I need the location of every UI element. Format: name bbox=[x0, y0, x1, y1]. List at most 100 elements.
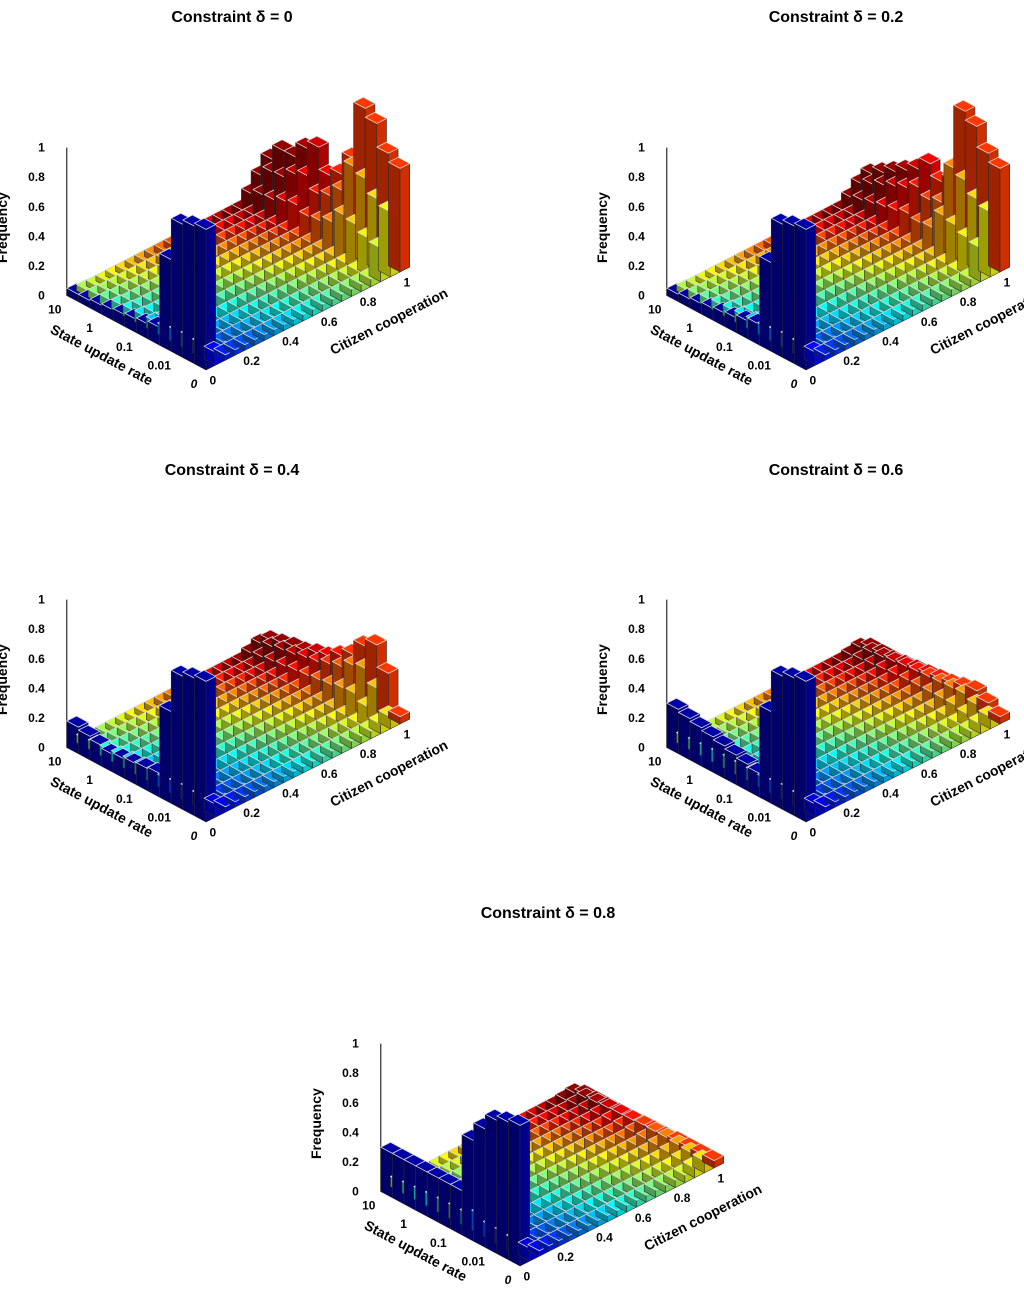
x-tick-label: 0.4 bbox=[882, 334, 899, 348]
chart-title: Constraint δ = 0.6 bbox=[769, 462, 904, 479]
x-tick-label: 0.2 bbox=[243, 354, 260, 368]
bar bbox=[988, 705, 1011, 725]
z-tick-label: 0.4 bbox=[28, 229, 45, 243]
y-tick-label: 0.01 bbox=[748, 358, 772, 372]
y-tick-label: 1 bbox=[86, 773, 93, 787]
z-tick-label: 0.2 bbox=[628, 259, 645, 273]
chart-panel-3: Constraint δ = 0.6 0 0.2 0.4 0.6 0.8 1 Frequenc… bbox=[594, 462, 1024, 843]
x-tick-label: 1 bbox=[1004, 728, 1011, 742]
z-tick-label: 0.8 bbox=[28, 170, 45, 184]
y-tick-label: 0 bbox=[191, 829, 198, 843]
z-tick-label: 0.6 bbox=[628, 200, 645, 214]
x-tick-label: 1 bbox=[404, 728, 411, 742]
z-tick-label: 1 bbox=[638, 141, 645, 155]
bar bbox=[388, 705, 411, 725]
z-tick-label: 0.6 bbox=[28, 652, 45, 666]
bar bbox=[702, 1149, 725, 1169]
x-tick-label: 0.6 bbox=[921, 767, 938, 781]
y-tick-label: 1 bbox=[400, 1217, 407, 1231]
x-tick-label: 0 bbox=[210, 374, 217, 388]
x-tick-label: 0 bbox=[810, 826, 817, 840]
z-tick-label: 0 bbox=[38, 741, 45, 755]
z-tick-label: 0.6 bbox=[628, 652, 645, 666]
bar bbox=[794, 669, 817, 823]
z-axis-label: Frequency bbox=[308, 1088, 324, 1159]
x-tick-label: 1 bbox=[404, 276, 411, 290]
x-tick-label: 0.8 bbox=[360, 747, 377, 761]
x-tick-label: 0 bbox=[810, 374, 817, 388]
z-tick-label: 0.2 bbox=[28, 259, 45, 273]
y-tick-label: 0 bbox=[791, 829, 798, 843]
x-tick-label: 0 bbox=[524, 1270, 531, 1284]
z-axis-label: Frequency bbox=[594, 644, 610, 715]
z-tick-label: 0.8 bbox=[342, 1066, 359, 1080]
y-tick-label: 10 bbox=[648, 755, 662, 769]
chart-panel-2: Constraint δ = 0.4 0 0.2 0.4 0.6 0.8 1 Frequenc… bbox=[0, 462, 450, 843]
y-tick-label: 1 bbox=[86, 321, 93, 335]
z-tick-label: 0.8 bbox=[28, 622, 45, 636]
z-tick-label: 0.4 bbox=[628, 229, 645, 243]
x-tick-label: 0 bbox=[210, 826, 217, 840]
z-tick-label: 0.8 bbox=[628, 170, 645, 184]
z-tick-label: 0.6 bbox=[28, 200, 45, 214]
z-axis-label: Frequency bbox=[594, 192, 610, 263]
chart-panel-0: Constraint δ = 0 0 0.2 0.4 0.6 0.8 1 Frequency 0… bbox=[0, 9, 450, 391]
z-tick-label: 0.8 bbox=[628, 622, 645, 636]
x-tick-label: 0.2 bbox=[843, 354, 860, 368]
chart-panel-4: Constraint δ = 0.8 0 0.2 0.4 0.6 0.8 1 Frequenc… bbox=[308, 905, 764, 1287]
y-tick-label: 0 bbox=[191, 377, 198, 391]
bar bbox=[388, 156, 411, 273]
z-tick-label: 0.6 bbox=[342, 1096, 359, 1110]
bar bbox=[508, 1113, 531, 1267]
x-tick-label: 0.8 bbox=[960, 747, 977, 761]
chart-title: Constraint δ = 0.4 bbox=[165, 462, 300, 479]
y-tick-label: 0.1 bbox=[430, 1236, 447, 1250]
y-tick-label: 0.1 bbox=[716, 340, 733, 354]
x-tick-label: 0.2 bbox=[557, 1250, 574, 1264]
x-tick-label: 0.4 bbox=[596, 1230, 613, 1244]
x-tick-label: 1 bbox=[1004, 276, 1011, 290]
y-tick-label: 0.01 bbox=[148, 810, 172, 824]
x-tick-label: 0.4 bbox=[282, 786, 299, 800]
y-tick-label: 1 bbox=[686, 321, 693, 335]
z-tick-label: 0 bbox=[352, 1185, 359, 1199]
y-tick-label: 1 bbox=[686, 773, 693, 787]
x-tick-label: 0.8 bbox=[360, 295, 377, 309]
z-tick-label: 0 bbox=[38, 289, 45, 303]
bar bbox=[988, 156, 1011, 273]
z-axis-label: Frequency bbox=[0, 644, 10, 715]
y-tick-label: 10 bbox=[362, 1199, 376, 1213]
z-tick-label: 1 bbox=[638, 593, 645, 607]
x-tick-label: 0.6 bbox=[321, 767, 338, 781]
x-tick-label: 0.2 bbox=[843, 806, 860, 820]
z-axis-label: Frequency bbox=[0, 192, 10, 263]
y-tick-label: 0.1 bbox=[116, 340, 133, 354]
z-tick-label: 0.2 bbox=[628, 711, 645, 725]
bar bbox=[194, 217, 217, 371]
z-tick-label: 1 bbox=[38, 141, 45, 155]
z-tick-label: 0.4 bbox=[628, 681, 645, 695]
z-tick-label: 0 bbox=[638, 741, 645, 755]
x-tick-label: 0.6 bbox=[635, 1211, 652, 1225]
x-tick-label: 0.2 bbox=[243, 806, 260, 820]
y-tick-label: 10 bbox=[48, 303, 62, 317]
x-tick-label: 0.4 bbox=[282, 334, 299, 348]
z-tick-label: 0.2 bbox=[342, 1155, 359, 1169]
x-tick-label: 0.8 bbox=[674, 1191, 691, 1205]
y-tick-label: 0.01 bbox=[462, 1254, 486, 1268]
y-tick-label: 10 bbox=[48, 755, 62, 769]
y-tick-label: 0.01 bbox=[148, 358, 172, 372]
x-tick-label: 0.4 bbox=[882, 786, 899, 800]
x-tick-label: 0.6 bbox=[321, 315, 338, 329]
x-tick-label: 1 bbox=[718, 1172, 725, 1186]
y-tick-label: 0.01 bbox=[748, 810, 772, 824]
y-tick-label: 0 bbox=[791, 377, 798, 391]
chart-title: Constraint δ = 0 bbox=[171, 9, 292, 26]
y-tick-label: 0.1 bbox=[116, 792, 133, 806]
bar bbox=[376, 661, 399, 719]
chart-panel-1: Constraint δ = 0.2 0 0.2 0.4 0.6 0.8 1 Frequenc… bbox=[594, 9, 1024, 391]
y-tick-label: 10 bbox=[648, 303, 662, 317]
z-tick-label: 0.2 bbox=[28, 711, 45, 725]
x-tick-label: 0.6 bbox=[921, 315, 938, 329]
